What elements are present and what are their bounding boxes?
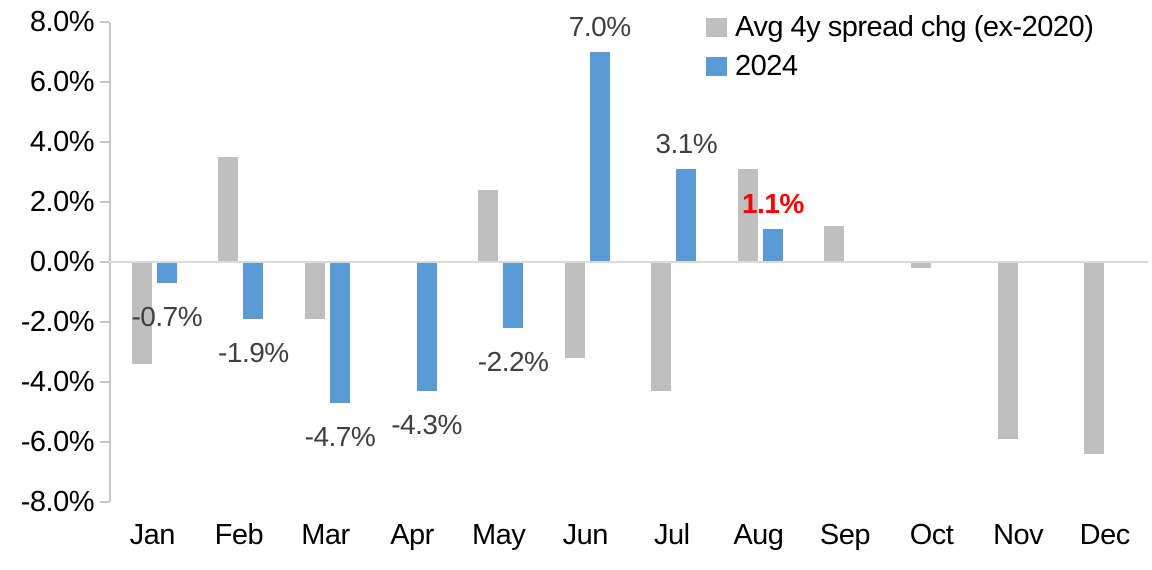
y-axis-tick-label: -2.0% (20, 306, 95, 338)
y-axis-tick (100, 381, 109, 383)
x-axis-label-nov: Nov (993, 519, 1044, 551)
zero-axis-line (109, 261, 1148, 263)
legend-label: 2024 (735, 50, 798, 82)
legend-item-2024: 2024 (706, 51, 1093, 81)
data-label-jul: 3.1% (655, 128, 718, 159)
y-axis-tick (100, 261, 109, 263)
x-axis-label-oct: Oct (909, 519, 954, 551)
data-label-apr: -4.3% (391, 409, 462, 440)
x-axis-label-apr: Apr (390, 519, 434, 551)
y-axis-tick-label: 0.0% (29, 246, 95, 278)
bar-avg-oct (911, 262, 932, 268)
legend-swatch-blue (706, 56, 727, 76)
legend-item-avg-4y-spread: Avg 4y spread chg (ex-2020) (706, 11, 1094, 43)
x-axis-label-feb: Feb (214, 519, 264, 551)
bar-2024-jan (156, 262, 177, 283)
y-axis-tick-label: 8.0% (29, 6, 95, 38)
x-axis-label-may: May (471, 519, 526, 551)
bar-avg-jun (564, 262, 585, 358)
bar-2024-apr (416, 262, 437, 391)
bar-avg-dec (1084, 262, 1105, 454)
y-axis-tick-label: -6.0% (20, 426, 95, 458)
bar-2024-feb (243, 262, 264, 319)
y-axis-tick (100, 141, 109, 143)
x-axis-label-jul: Jul (653, 519, 690, 551)
y-axis-tick (100, 21, 109, 23)
data-label-mar: -4.7% (304, 421, 376, 452)
bar-avg-feb (218, 157, 239, 262)
y-axis-tick (100, 501, 109, 503)
bar-2024-mar (329, 262, 350, 403)
x-axis-label-aug: Aug (733, 519, 784, 551)
x-axis-label-sep: Sep (819, 519, 871, 551)
data-label-may: -2.2% (477, 346, 549, 377)
bar-2024-aug (762, 229, 783, 262)
bar-avg-jan (131, 262, 152, 364)
y-axis-tick-label: 6.0% (29, 66, 95, 98)
x-axis-label-mar: Mar (301, 519, 350, 551)
data-label-aug: 1.1% (741, 188, 804, 219)
bar-avg-sep (824, 226, 845, 262)
y-axis-tick (100, 441, 109, 443)
y-axis-tick-label: 4.0% (29, 126, 95, 158)
bar-2024-jul (676, 169, 697, 262)
legend-label: Avg 4y spread chg (ex-2020) (735, 11, 1094, 43)
bar-avg-aug (737, 169, 758, 262)
bar-avg-mar (304, 262, 325, 319)
bar-avg-nov (997, 262, 1018, 439)
bar-avg-may (478, 190, 499, 262)
y-axis-tick-label: -4.0% (20, 366, 95, 398)
x-axis-label-jun: Jun (562, 519, 609, 551)
y-axis-tick-label: 2.0% (29, 186, 95, 218)
data-label-jan: -0.7% (131, 301, 203, 332)
y-axis-tick-label: -8.0% (20, 486, 95, 518)
legend: Avg 4y spread chg (ex-2020) 2024 (706, 11, 1094, 81)
legend-swatch-gray (706, 17, 727, 37)
bar-2024-may (503, 262, 524, 328)
bar-avg-jul (651, 262, 672, 391)
x-axis-label-jan: Jan (129, 519, 176, 551)
y-axis-tick (100, 321, 109, 323)
bar-2024-jun (589, 52, 610, 262)
x-axis-label-dec: Dec (1079, 519, 1131, 551)
data-label-jun: 7.0% (568, 11, 631, 42)
data-label-feb: -1.9% (218, 337, 289, 368)
y-axis-tick (100, 201, 109, 203)
y-axis-tick (100, 81, 109, 83)
